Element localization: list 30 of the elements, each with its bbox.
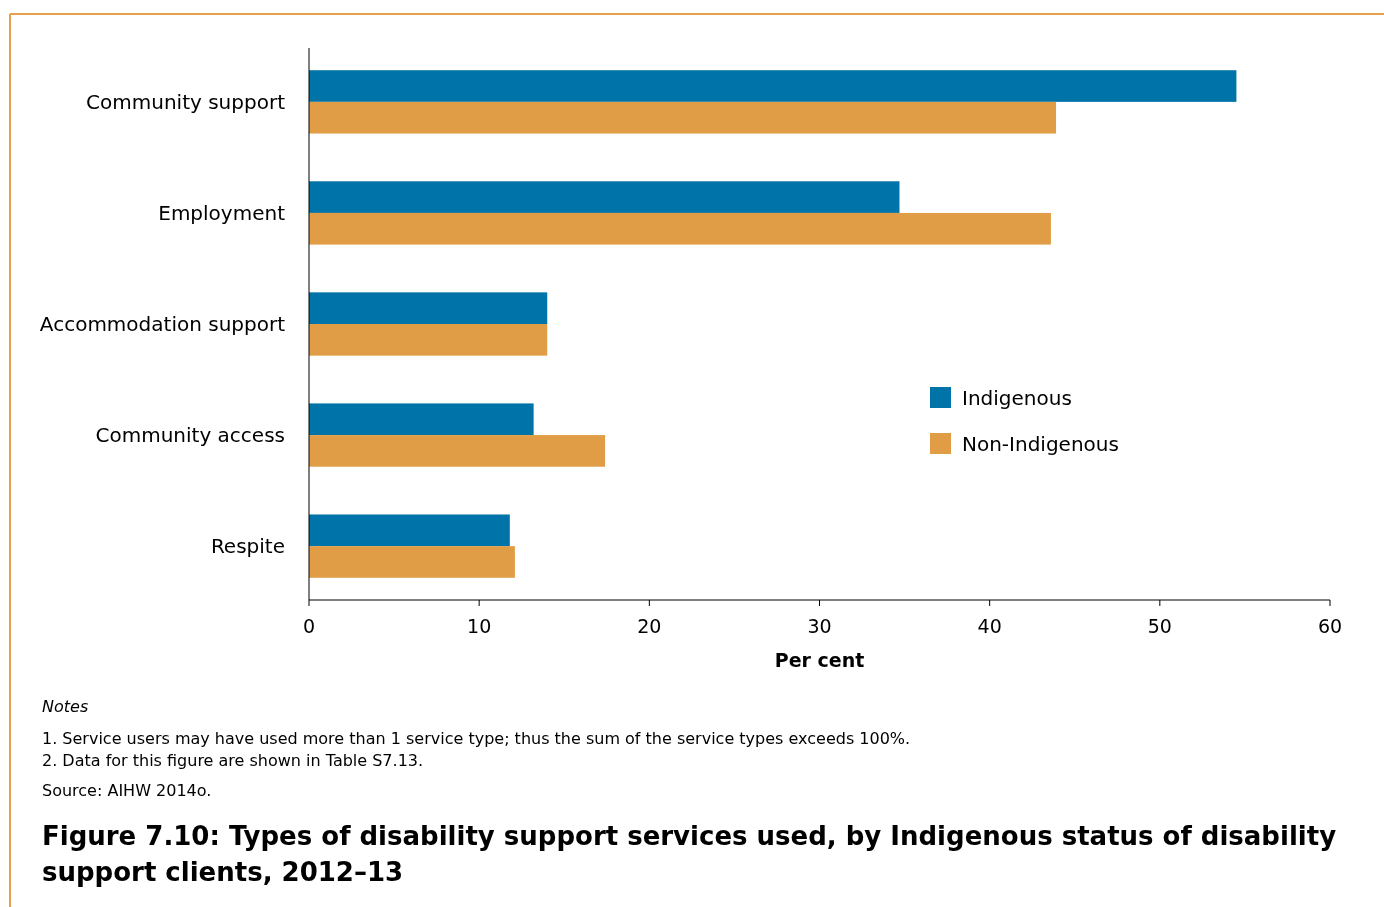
y-tick-label: Accommodation support bbox=[39, 312, 286, 336]
bar bbox=[309, 101, 1057, 134]
text: 2. Data for this figure are shown in Table S7.13. bbox=[42, 751, 424, 770]
text: Figure 7.10: Types of disability support services used, by Indigenous status of disability support clients, 2012–13 bbox=[42, 821, 1337, 887]
legend-label: Indigenous bbox=[962, 386, 1072, 410]
legend-label: Non-Indigenous bbox=[962, 432, 1119, 456]
bar bbox=[309, 435, 606, 467]
bar bbox=[309, 70, 1237, 102]
y-tick-label: Employment bbox=[158, 200, 286, 225]
x-tick-label: 60 bbox=[1317, 615, 1343, 637]
x-tick-label: 0 bbox=[302, 615, 316, 637]
text: 1. Service users may have used more than 1 service type; thus the sum of the service types exceeds 100%. bbox=[42, 729, 911, 748]
bar bbox=[309, 181, 900, 213]
y-tick-label: Community access bbox=[95, 423, 285, 448]
x-tick-label: 20 bbox=[637, 615, 662, 637]
bar bbox=[309, 514, 510, 547]
source-note: Source: AIHW 2014o. bbox=[42, 781, 212, 800]
bar bbox=[309, 403, 534, 436]
x-axis-title: Per cent bbox=[774, 649, 865, 671]
bar bbox=[309, 292, 548, 324]
x-tick-label: 10 bbox=[467, 615, 492, 637]
x-tick-label: 30 bbox=[807, 615, 832, 637]
x-tick-label: 40 bbox=[977, 615, 1002, 637]
bar bbox=[309, 324, 548, 356]
x-tick-label: 50 bbox=[1147, 615, 1172, 637]
bar bbox=[309, 546, 515, 578]
text: Notes bbox=[42, 697, 89, 716]
y-tick-label: Community support bbox=[86, 89, 286, 114]
bar bbox=[309, 212, 1051, 245]
y-tick-label: Respite bbox=[210, 534, 285, 559]
